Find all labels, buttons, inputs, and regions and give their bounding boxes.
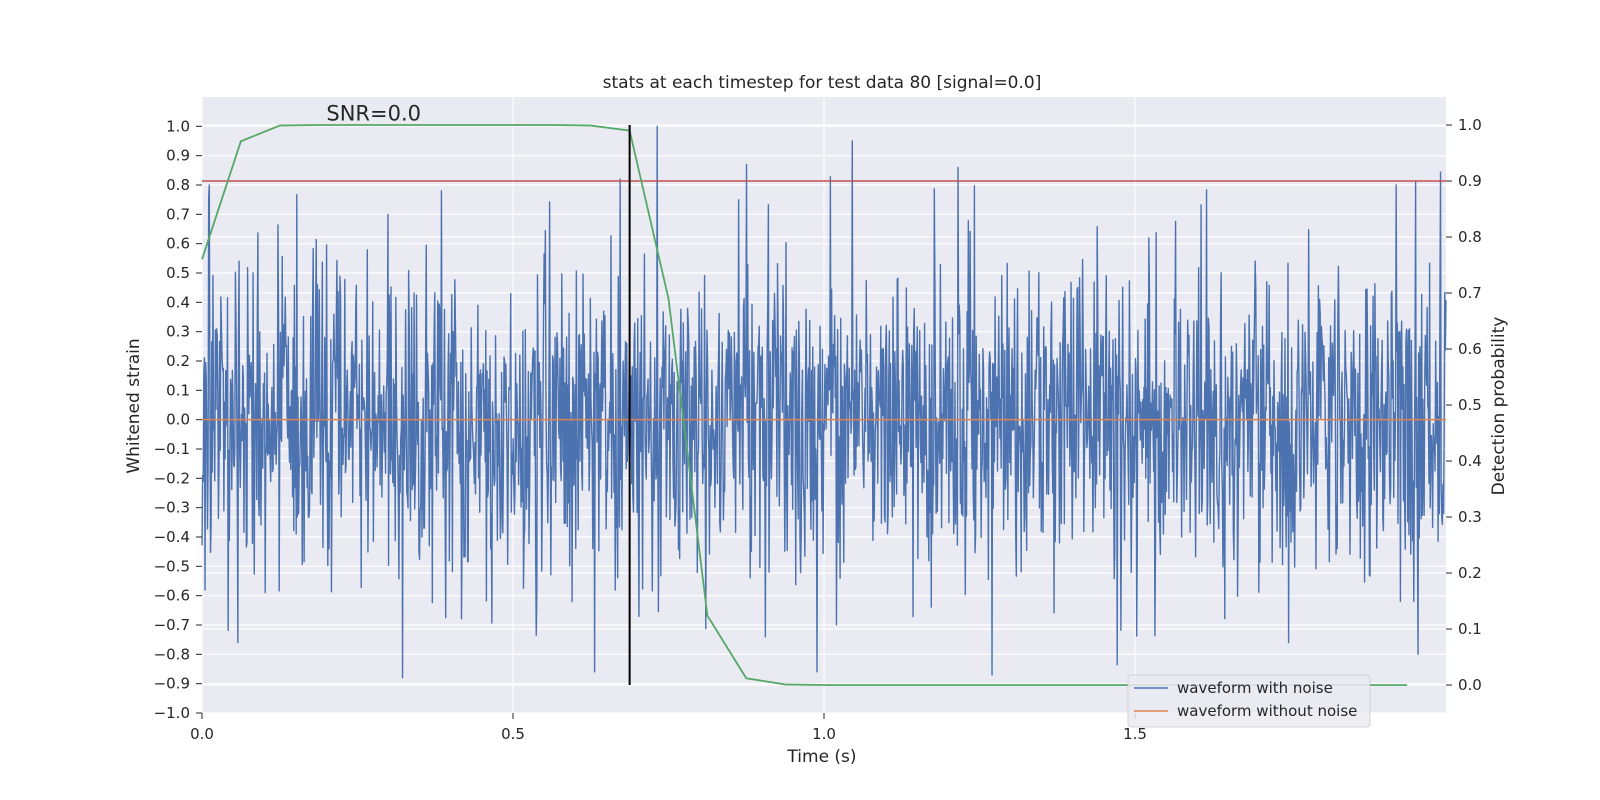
y-tick-label: 1.0 xyxy=(166,117,190,135)
y-tick-label: −0.8 xyxy=(154,645,190,663)
x-tick-label: 0.0 xyxy=(190,725,214,743)
y2-tick-label: 0.0 xyxy=(1458,676,1482,694)
y-tick-label: 0.5 xyxy=(166,264,190,282)
y-tick-label: −0.9 xyxy=(154,675,190,693)
x-tick-label: 1.0 xyxy=(812,725,836,743)
y2-tick-label: 0.9 xyxy=(1458,172,1482,190)
x-tick-label: 0.5 xyxy=(501,725,525,743)
tick-labels: −1.0 −0.9 −0.8 −0.7 −0.6 −0.5 −0.4 −0.3 −0.2 −0.1… xyxy=(154,116,1482,743)
y-tick-label: 0.4 xyxy=(166,293,190,311)
y2-tick-label: 0.8 xyxy=(1458,228,1482,246)
y-tick-label: 0.9 xyxy=(166,147,190,165)
y-tick-label: 0.7 xyxy=(166,205,190,223)
y-tick-label: −0.2 xyxy=(154,469,190,487)
y-tick-label: −0.5 xyxy=(154,557,190,575)
y2-tick-label: 1.0 xyxy=(1458,116,1482,134)
y-tick-label: −0.3 xyxy=(154,499,190,517)
y-tick-label: −0.4 xyxy=(154,528,190,546)
y2-tick-label: 0.5 xyxy=(1458,396,1482,414)
series-noisy-waveform xyxy=(201,125,1447,679)
y2-tick-label: 0.7 xyxy=(1458,284,1482,302)
y-tick-label: 0.0 xyxy=(166,411,190,429)
x-axis-label: Time (s) xyxy=(786,747,856,767)
legend-label-clean: waveform without noise xyxy=(1177,702,1357,720)
legend-box xyxy=(1127,674,1371,728)
y2-tick-label: 0.6 xyxy=(1458,340,1482,358)
y-tick-label: 0.2 xyxy=(166,352,190,370)
y-tick-label: −0.7 xyxy=(154,616,190,634)
y2-tick-label: 0.1 xyxy=(1458,620,1482,638)
y2-tick-label: 0.3 xyxy=(1458,508,1482,526)
y-tick-label: 0.6 xyxy=(166,235,190,253)
y-axis-label: Whitened strain xyxy=(124,338,144,473)
y2-tick-label: 0.2 xyxy=(1458,564,1482,582)
y-tick-label: 0.3 xyxy=(166,323,190,341)
y-tick-label: −0.6 xyxy=(154,587,190,605)
legend-label-noisy: waveform with noise xyxy=(1177,679,1333,697)
legend: waveform with noise waveform without noi… xyxy=(1127,674,1371,728)
x-tick-label: 1.5 xyxy=(1123,725,1147,743)
y2-axis-label: Detection probability xyxy=(1489,317,1509,496)
y-tick-label: 0.1 xyxy=(166,381,190,399)
y-tick-label: −1.0 xyxy=(154,704,190,722)
snr-annotation: SNR=0.0 xyxy=(326,101,421,125)
y2-tick-label: 0.4 xyxy=(1458,452,1482,470)
y-tick-label: −0.1 xyxy=(154,440,190,458)
chart-title: stats at each timestep for test data 80 … xyxy=(603,73,1042,93)
y-tick-label: 0.8 xyxy=(166,176,190,194)
